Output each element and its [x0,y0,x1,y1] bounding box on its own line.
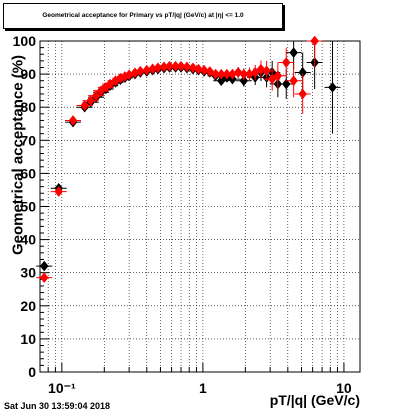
red-data-point [188,62,198,74]
red-data-point [250,67,260,78]
red-data-point [256,63,266,75]
red-data-point [298,88,308,100]
red-data-point [135,65,145,77]
red-data-point [199,64,209,76]
x-axis-label: pT/|q| (GeV/c) [269,392,360,408]
chart-title-box: Geometrical acceptance for Primary vs pT… [3,3,283,29]
y-tick-label: 70 [20,132,36,148]
y-axis-label: Geometrical acceptance (%) [9,54,27,256]
red-data-point [54,186,64,198]
red-data-point [68,115,78,126]
x-tick-label: 10⁻¹ [48,380,76,396]
red-data-point [273,70,283,82]
y-tick-label: 100 [13,33,37,49]
x-tick-label: 10 [336,380,352,396]
red-data-point [39,272,49,284]
red-data-point [91,90,101,102]
y-tick-label: 80 [20,99,36,115]
y-tick-label: 0 [28,364,36,380]
y-tick-label: 90 [20,66,36,82]
red-data-point [289,75,298,87]
y-tick-label: 30 [20,265,36,281]
red-data-point [80,100,89,111]
red-data-point [86,95,95,106]
black-data-point [289,47,298,58]
black-data-point [281,78,291,90]
y-tick-label: 40 [20,232,36,248]
y-tick-label: 60 [20,165,36,181]
black-data-point [328,81,337,93]
chart-title: Geometrical acceptance for Primary vs pT… [42,12,244,19]
red-data-point [182,61,192,73]
y-tick-label: 10 [20,331,36,347]
red-data-point [176,60,186,72]
red-data-point [262,65,271,77]
black-data-point [239,75,249,87]
y-tick-label: 20 [20,298,36,314]
black-data-point [39,260,49,272]
y-tick-label: 50 [20,199,36,215]
red-data-point [310,35,319,47]
footer-timestamp: Sat Jun 30 13:59:04 2018 [4,401,111,411]
x-tick-label: 1 [199,380,207,396]
red-data-point [194,63,203,75]
red-data-point [281,57,291,68]
